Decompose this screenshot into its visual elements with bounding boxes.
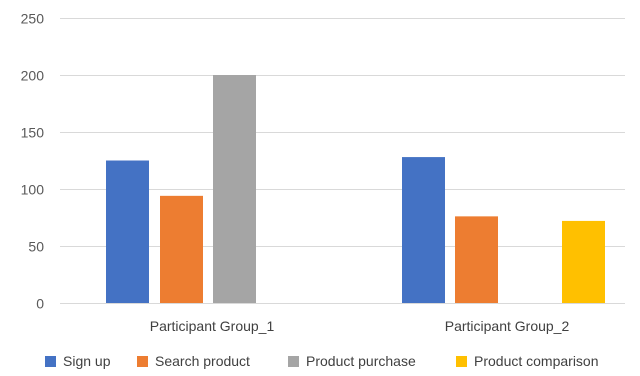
legend-swatch-product-purchase xyxy=(288,356,299,367)
y-tick-label-100: 100 xyxy=(21,182,45,198)
legend-swatch-sign-up xyxy=(45,356,56,367)
category-label-2: Participant Group_2 xyxy=(445,318,570,334)
category-labels: Participant Group_1 Participant Group_2 xyxy=(150,318,570,334)
bar-search-product-group-2 xyxy=(455,216,498,303)
y-tick-label-0: 0 xyxy=(36,296,44,312)
bar-sign-up-group-2 xyxy=(402,157,445,303)
y-tick-label-50: 50 xyxy=(28,239,44,255)
legend-swatch-product-comparison xyxy=(456,356,467,367)
y-tick-label-150: 150 xyxy=(21,125,45,141)
legend-label-sign-up: Sign up xyxy=(63,353,111,369)
y-tick-label-200: 200 xyxy=(21,68,45,84)
bar-product-purchase-group-1 xyxy=(213,75,256,303)
legend-label-product-comparison: Product comparison xyxy=(474,353,599,369)
legend-label-product-purchase: Product purchase xyxy=(306,353,416,369)
legend-label-search-product: Search product xyxy=(155,353,250,369)
bar-product-comparison-group-2 xyxy=(562,220,605,303)
bar-search-product-group-1 xyxy=(160,195,203,303)
legend-swatch-search-product xyxy=(137,356,148,367)
category-label-1: Participant Group_1 xyxy=(150,318,275,334)
legend: Sign up Search product Product purchase Pro… xyxy=(45,353,599,369)
bars xyxy=(106,75,605,303)
bar-sign-up-group-1 xyxy=(106,160,149,303)
y-tick-label-250: 250 xyxy=(21,11,45,27)
gridlines xyxy=(60,18,625,247)
y-axis-tick-labels: 0 50 100 150 200 250 xyxy=(21,11,45,312)
